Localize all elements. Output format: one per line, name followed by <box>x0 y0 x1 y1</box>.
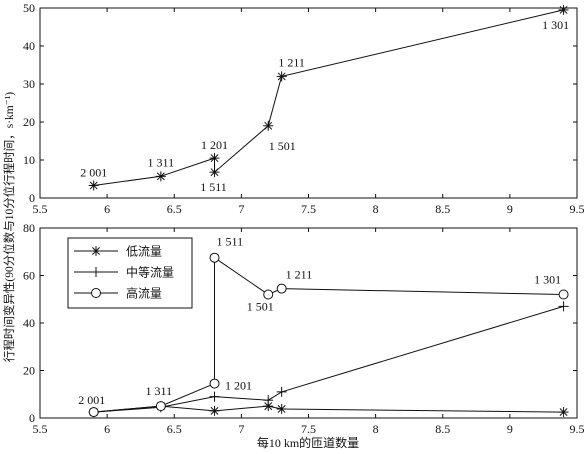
data-point <box>558 407 569 418</box>
data-label: 2 001 <box>78 393 105 407</box>
y-tick-label: 10 <box>23 153 35 167</box>
plot-frame <box>39 7 578 199</box>
data-label: 1 501 <box>247 300 274 314</box>
x-tick-label: 7 <box>238 202 244 216</box>
data-point <box>276 386 287 397</box>
y-tick-label: 30 <box>23 77 35 91</box>
data-point <box>558 4 569 15</box>
legend-label: 高流量 <box>126 286 162 301</box>
data-point <box>209 405 220 416</box>
x-tick-label: 6 <box>104 202 110 216</box>
x-tick-label: 9 <box>507 422 513 436</box>
data-point <box>558 301 569 312</box>
legend-box <box>67 237 193 309</box>
data-point <box>155 171 166 182</box>
legend-marker <box>91 288 101 298</box>
data-label: 1 301 <box>534 273 561 287</box>
shared-x-axis-label: 每10 km的匝道数量 <box>257 435 359 450</box>
data-point <box>209 153 220 164</box>
y-tick-label: 20 <box>23 364 35 378</box>
shared-y-axis-label: 行程时间变异性(90分位数与10分位行程时间，s·km⁻¹) <box>2 92 16 362</box>
x-tick-label: 5.5 <box>33 422 48 436</box>
x-tick-label: 9 <box>507 202 513 216</box>
legend-marker <box>91 267 101 277</box>
top-chart: 5.5 6 6.5 7 7.5 8 8.5 9 9.5 0 10 20 30 40 50 2 001 1 311… <box>23 1 584 216</box>
y-tick-label: 50 <box>23 1 35 15</box>
y-tick-label: 60 <box>23 269 35 283</box>
data-point <box>209 167 220 178</box>
data-point <box>276 71 287 82</box>
data-label: 1 201 <box>225 379 252 393</box>
x-tick-label: 8.5 <box>435 422 450 436</box>
y-tick-label: 0 <box>29 191 35 205</box>
data-point <box>209 391 220 402</box>
x-tick-label: 9.5 <box>570 422 584 436</box>
legend-label: 中等流量 <box>126 265 174 280</box>
y-tick-label: 20 <box>23 115 35 129</box>
data-label: 1 311 <box>148 155 175 169</box>
x-tick-label: 9.5 <box>570 202 584 216</box>
x-tick-label: 8 <box>373 202 379 216</box>
data-point <box>88 180 99 191</box>
x-tick-label: 6.5 <box>167 202 182 216</box>
data-point <box>155 401 166 412</box>
data-point <box>88 407 99 418</box>
data-point <box>276 403 287 414</box>
y-tick-label: 0 <box>29 411 35 425</box>
data-label: 1 301 <box>542 18 569 32</box>
data-label: 1 311 <box>146 384 173 398</box>
data-label: 1 211 <box>278 55 305 69</box>
series-line-2 <box>93 305 564 413</box>
x-tick-label: 7 <box>238 422 244 436</box>
x-tick-label: 5.5 <box>33 202 48 216</box>
data-point <box>263 395 274 406</box>
data-point <box>263 289 274 300</box>
data-label: 1 511 <box>217 235 244 249</box>
x-tick-label: 7.5 <box>301 202 316 216</box>
data-label: 1 201 <box>201 138 228 152</box>
y-tick-label: 40 <box>23 316 35 330</box>
data-label: 1 501 <box>269 139 296 153</box>
x-tick-label: 8 <box>373 422 379 436</box>
data-label: 1 211 <box>286 268 313 282</box>
data-point <box>209 378 220 389</box>
data-label: 1 511 <box>200 180 227 194</box>
y-tick-label: 40 <box>23 39 35 53</box>
legend-marker <box>91 246 101 256</box>
y-tick-label: 80 <box>23 221 35 235</box>
data-point <box>558 289 569 300</box>
x-tick-label: 8.5 <box>435 202 450 216</box>
x-tick-label: 6.5 <box>167 422 182 436</box>
bottom-chart: 5.5 6 6.5 7 7.5 8 8.5 9 9.5 0 20 40 60 80 2 001 1 311 1 … <box>23 221 584 436</box>
data-label: 2 001 <box>80 165 107 179</box>
legend-label: 低流量 <box>126 245 162 259</box>
x-tick-label: 7.5 <box>301 422 316 436</box>
data-point <box>276 283 287 294</box>
data-point <box>209 252 220 263</box>
x-tick-label: 6 <box>104 422 110 436</box>
data-point <box>263 120 274 131</box>
